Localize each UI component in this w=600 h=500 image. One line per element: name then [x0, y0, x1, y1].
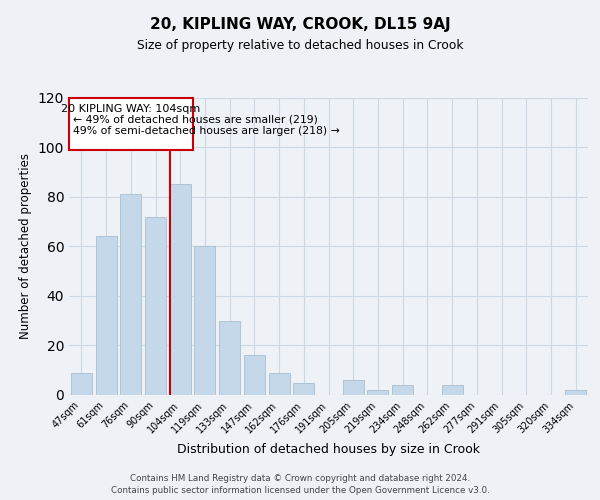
Bar — [120, 194, 141, 395]
Bar — [69, 98, 193, 150]
Bar — [293, 382, 314, 395]
Bar — [343, 380, 364, 395]
Bar — [95, 236, 116, 395]
Bar — [244, 356, 265, 395]
Bar — [71, 372, 92, 395]
Text: 20 KIPLING WAY: 104sqm: 20 KIPLING WAY: 104sqm — [61, 104, 200, 114]
Bar — [442, 385, 463, 395]
X-axis label: Distribution of detached houses by size in Crook: Distribution of detached houses by size … — [177, 443, 480, 456]
Bar — [194, 246, 215, 395]
Bar — [565, 390, 586, 395]
Bar — [269, 372, 290, 395]
Bar — [392, 385, 413, 395]
Bar — [219, 320, 240, 395]
Bar — [145, 216, 166, 395]
Text: ← 49% of detached houses are smaller (219): ← 49% of detached houses are smaller (21… — [73, 115, 317, 125]
Text: Contains public sector information licensed under the Open Government Licence v3: Contains public sector information licen… — [110, 486, 490, 495]
Text: Contains HM Land Registry data © Crown copyright and database right 2024.: Contains HM Land Registry data © Crown c… — [130, 474, 470, 483]
Text: 49% of semi-detached houses are larger (218) →: 49% of semi-detached houses are larger (… — [73, 126, 340, 136]
Bar — [367, 390, 388, 395]
Y-axis label: Number of detached properties: Number of detached properties — [19, 153, 32, 340]
Bar — [170, 184, 191, 395]
Text: Size of property relative to detached houses in Crook: Size of property relative to detached ho… — [137, 39, 463, 52]
Text: 20, KIPLING WAY, CROOK, DL15 9AJ: 20, KIPLING WAY, CROOK, DL15 9AJ — [149, 18, 451, 32]
